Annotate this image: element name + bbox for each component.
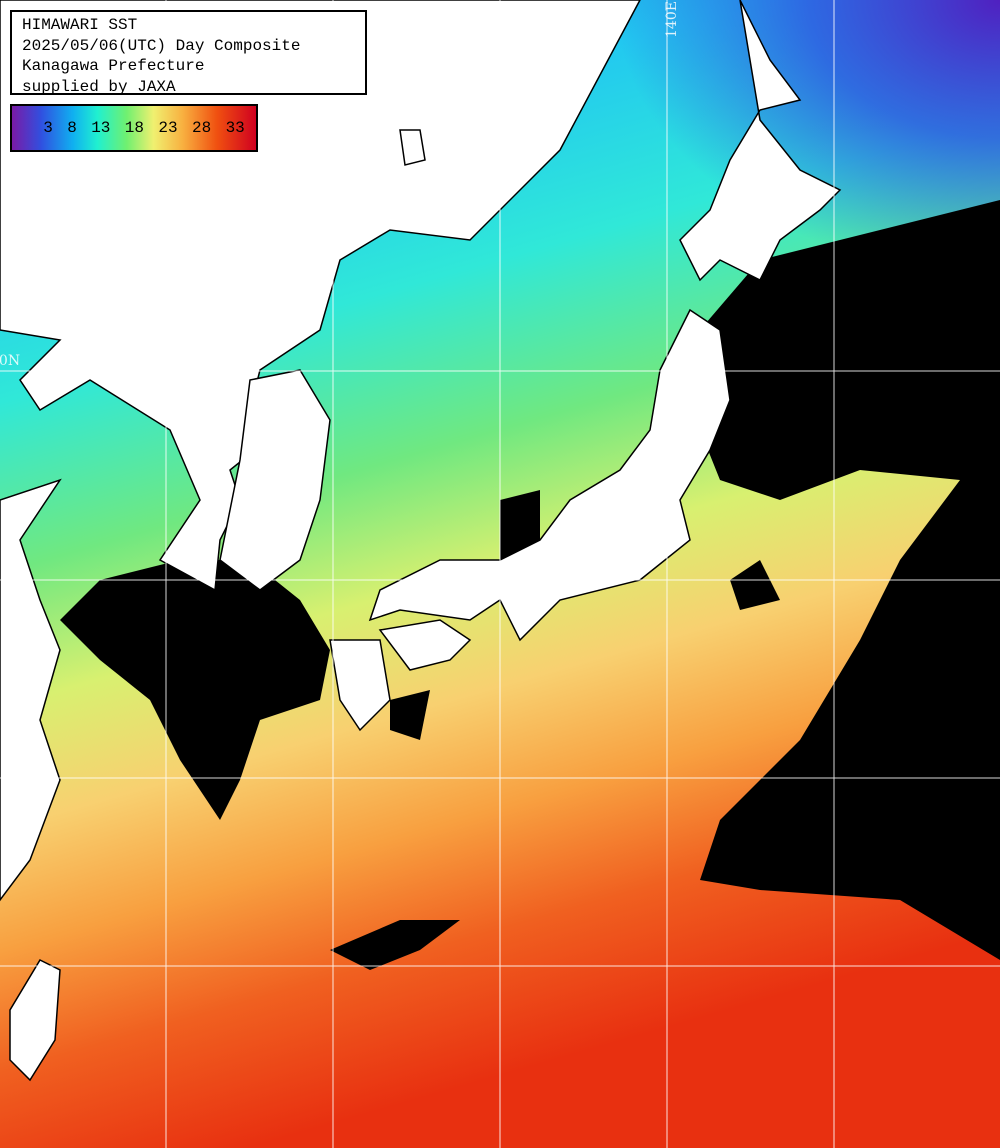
color-scale: 3 8 13 18 23 28 33 [10,104,258,152]
scale-label: 18 [124,119,144,137]
header: HIMAWARI SST 2025/05/06(UTC) Day Composit… [10,10,367,96]
scale-label: 13 [91,119,111,137]
scale-label: 23 [158,119,178,137]
header-line: Kanagawa Prefecture [22,57,205,75]
header-line: HIMAWARI SST [22,16,138,34]
scale-label: 33 [225,119,245,137]
lat-label: 40N [0,353,21,369]
lon-label: 140E [664,1,680,38]
header-line: 2025/05/06(UTC) Day Composite [22,36,301,55]
cloud-cover [60,200,1000,970]
scale-label: 3 [43,119,53,137]
scale-label: 8 [67,119,77,137]
scale-label: 28 [191,119,212,137]
header-line: supplied by JAXA [22,77,176,96]
